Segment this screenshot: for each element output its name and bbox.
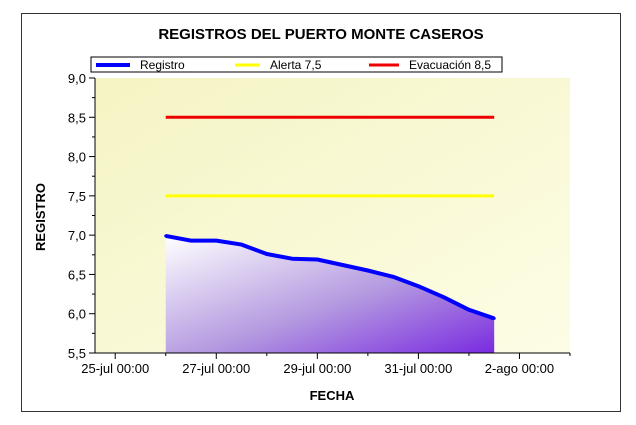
- registro-point-12: [467, 308, 471, 312]
- x-axis-title: FECHA: [310, 388, 355, 403]
- registro-point-2: [214, 239, 218, 243]
- chart-title: REGISTROS DEL PUERTO MONTE CASEROS: [158, 26, 483, 43]
- registro-point-11: [442, 295, 446, 299]
- registro-point-3: [240, 243, 244, 247]
- y-tick-label-4: 7,5: [68, 189, 86, 204]
- x-tick-label-2: 29-jul 00:00: [283, 361, 351, 376]
- registro-point-1: [189, 239, 193, 243]
- registro-point-4: [265, 252, 269, 256]
- legend-label-2: Evacuación 8,5: [409, 58, 491, 72]
- registro-point-13: [492, 316, 496, 320]
- y-tick-label-2: 6,5: [68, 267, 86, 282]
- chart-frame: REGISTROS DEL PUERTO MONTE CASEROS Regis…: [21, 13, 621, 412]
- y-tick-label-6: 8,5: [68, 110, 86, 125]
- x-tick-label-3: 31-jul 00:00: [384, 361, 452, 376]
- registro-point-5: [290, 257, 294, 261]
- y-tick-label-0: 5,5: [68, 346, 86, 361]
- x-tick-label-4: 2-ago 00:00: [485, 361, 554, 376]
- registro-point-8: [366, 269, 370, 272]
- registro-area: [165, 235, 495, 353]
- y-tick-label-1: 6,0: [68, 307, 86, 322]
- y-tick-label-3: 7,0: [68, 228, 86, 243]
- x-tick-label-1: 27-jul 00:00: [182, 361, 250, 376]
- registro-point-10: [416, 284, 420, 288]
- x-tick-label-0: 25-jul 00:00: [81, 361, 149, 376]
- registro-line: [165, 233, 495, 321]
- registro-point-9: [391, 275, 395, 279]
- legend-label-1: Alerta 7,5: [270, 58, 322, 72]
- registro-point-0: [164, 234, 168, 238]
- legend-box: [90, 56, 503, 73]
- registro-point-7: [341, 263, 345, 267]
- y-axis-title: REGISTRO: [33, 183, 48, 251]
- y-tick-label-5: 8,0: [68, 150, 86, 165]
- legend: Registro Alerta 7,5 Evacuación 8,5: [90, 56, 503, 73]
- legend-label-0: Registro: [140, 58, 185, 72]
- chart: REGISTROS DEL PUERTO MONTE CASEROS Regis…: [33, 26, 571, 403]
- y-tick-label-7: 9,0: [68, 71, 86, 86]
- registro-point-6: [315, 258, 319, 261]
